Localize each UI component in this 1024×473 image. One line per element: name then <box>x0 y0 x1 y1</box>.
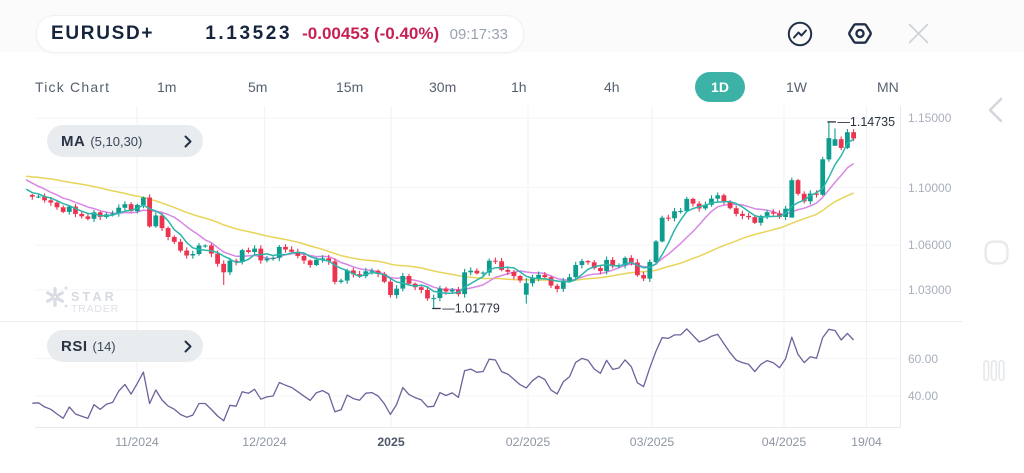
svg-text:TRADER: TRADER <box>71 303 119 315</box>
svg-text:—1.14735: —1.14735 <box>837 115 895 129</box>
svg-text:STAR: STAR <box>71 290 117 304</box>
svg-text:2025: 2025 <box>377 435 405 449</box>
svg-text:02/2025: 02/2025 <box>506 435 551 449</box>
svg-text:04/2025: 04/2025 <box>762 435 807 449</box>
svg-text:1.03000: 1.03000 <box>908 283 952 297</box>
svg-text:03/2025: 03/2025 <box>630 435 675 449</box>
svg-text:12/2024: 12/2024 <box>242 435 287 449</box>
svg-text:19/04: 19/04 <box>851 435 882 449</box>
svg-text:11/2024: 11/2024 <box>115 435 159 449</box>
svg-text:1.15000: 1.15000 <box>908 111 952 125</box>
svg-text:40.00: 40.00 <box>908 389 938 403</box>
svg-text:60.00: 60.00 <box>908 352 938 366</box>
svg-text:1.06000: 1.06000 <box>908 238 952 252</box>
svg-text:—1.01779: —1.01779 <box>442 302 500 316</box>
svg-text:1.10000: 1.10000 <box>908 181 952 195</box>
